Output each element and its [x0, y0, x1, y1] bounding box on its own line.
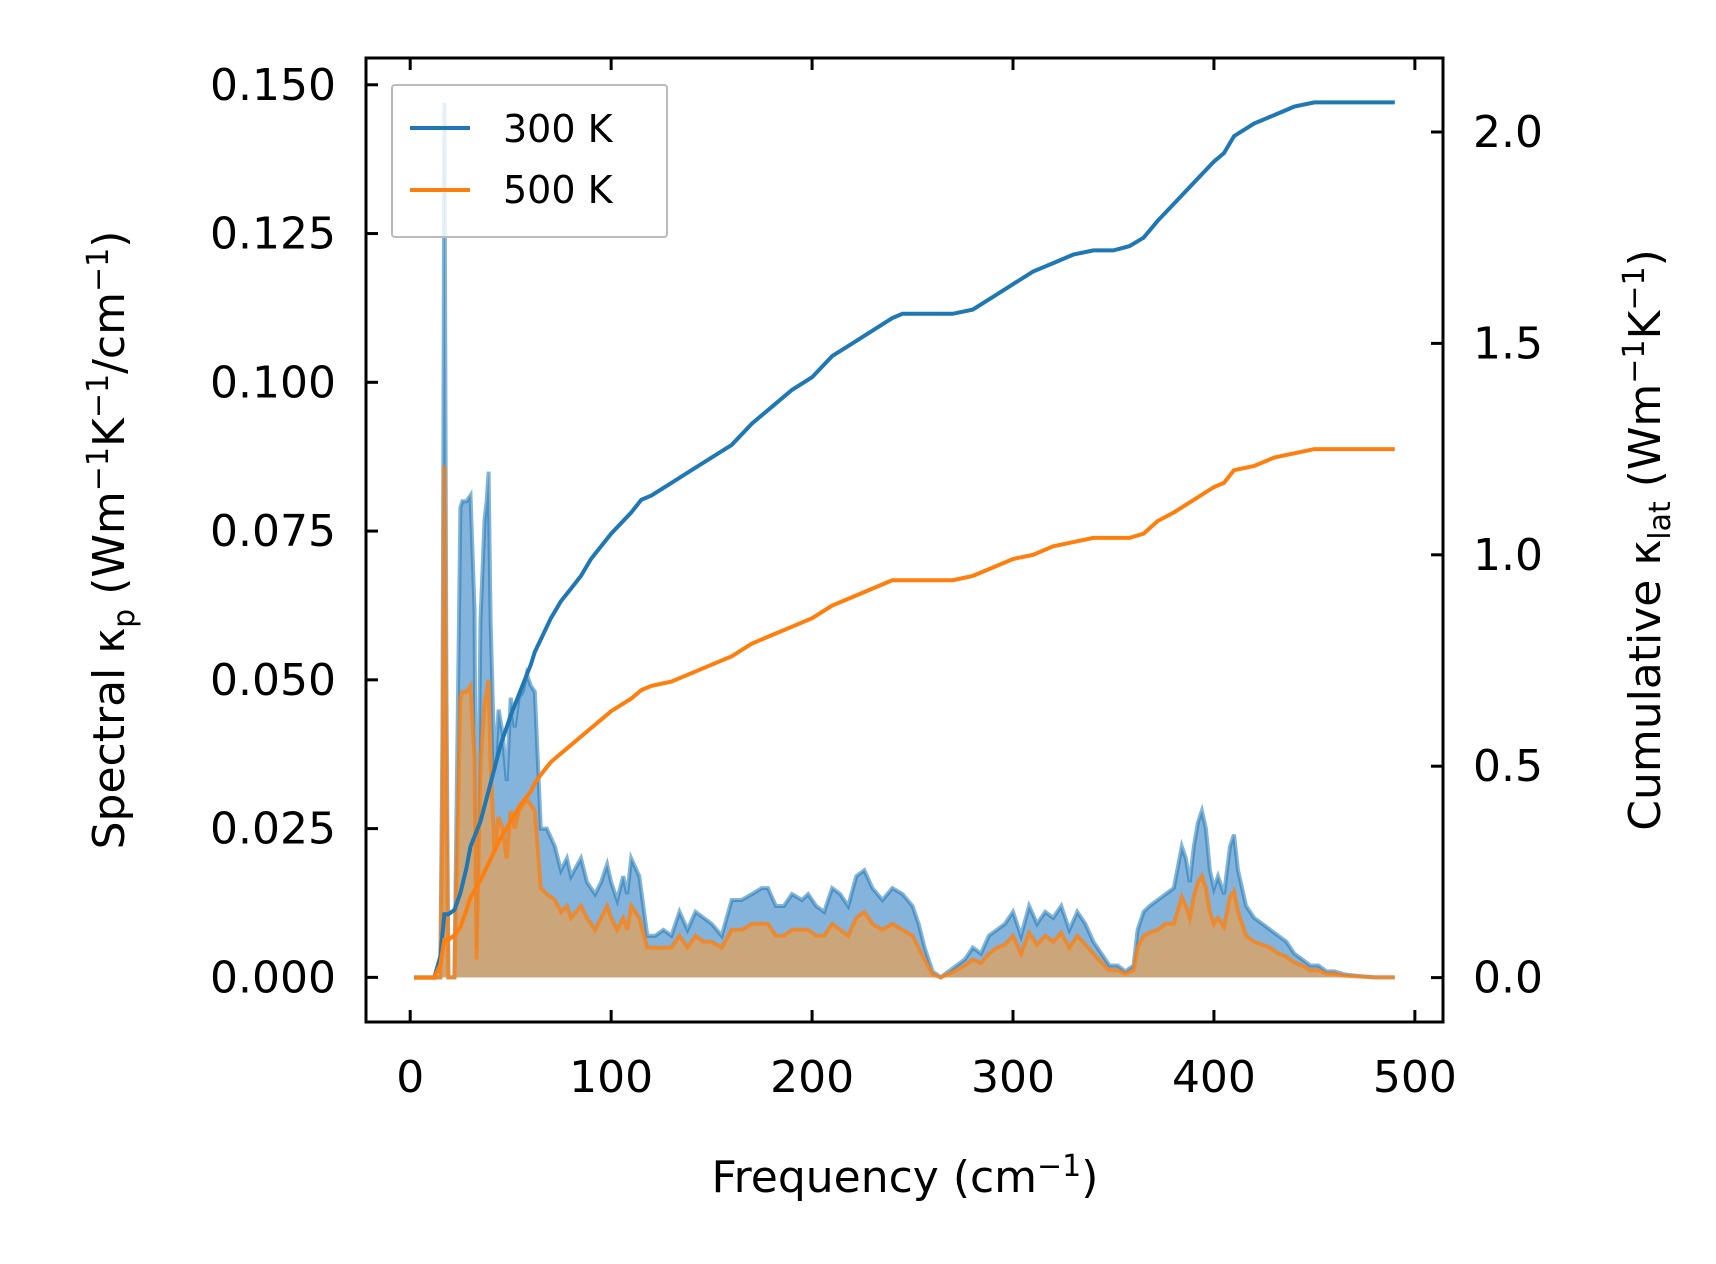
- x-tick-label: 400: [1172, 1052, 1256, 1103]
- y-right-axis-label: Cumulative κlat (Wm−1K−1): [1617, 249, 1678, 831]
- cumulative-line-500K: [414, 447, 1395, 980]
- y-right-tick-label: 2.0: [1473, 107, 1543, 158]
- x-tick-label: 300: [971, 1052, 1055, 1103]
- plot-frame: [364, 56, 1445, 1024]
- cumulative-line-300K: [414, 100, 1395, 980]
- y-left-tick-label: 0.150: [210, 60, 336, 111]
- y-right-axis-ticks: 0.0 0.5 1.0 1.5 2.0: [1431, 107, 1543, 1004]
- spectral-fill-500K: [414, 465, 1395, 978]
- x-axis-ticks: 0 100 200 300 400 500: [396, 58, 1457, 1103]
- y-left-axis-label: Spectral κp (Wm−1K−1/cm−1): [81, 231, 142, 850]
- legend-label-500K: 500 K: [503, 168, 614, 212]
- y-right-tick-label: 1.5: [1473, 318, 1543, 369]
- legend-box: [391, 84, 668, 238]
- cumulative-lines: [414, 100, 1395, 980]
- y-left-tick-label: 0.100: [210, 357, 336, 408]
- y-left-tick-label: 0.025: [210, 804, 336, 855]
- y-right-tick-label: 0.5: [1473, 741, 1543, 792]
- x-tick-label: 200: [770, 1052, 854, 1103]
- legend: 300 K 500 K: [391, 84, 668, 238]
- y-left-tick-label: 0.050: [210, 655, 336, 706]
- y-left-tick-label: 0.125: [210, 209, 336, 260]
- x-tick-label: 0: [396, 1052, 424, 1103]
- y-left-tick-label: 0.000: [210, 952, 336, 1003]
- x-axis-label: Frequency (cm−1): [712, 1149, 1099, 1203]
- y-left-axis-ticks: 0.000 0.025 0.050 0.075 0.100 0.125 0.150: [210, 60, 378, 1003]
- x-tick-label: 100: [569, 1052, 653, 1103]
- legend-label-300K: 300 K: [503, 107, 614, 151]
- y-right-tick-label: 1.0: [1473, 530, 1543, 581]
- y-left-tick-label: 0.075: [210, 506, 336, 557]
- y-right-tick-label: 0.0: [1473, 953, 1543, 1004]
- x-tick-label: 500: [1373, 1052, 1457, 1103]
